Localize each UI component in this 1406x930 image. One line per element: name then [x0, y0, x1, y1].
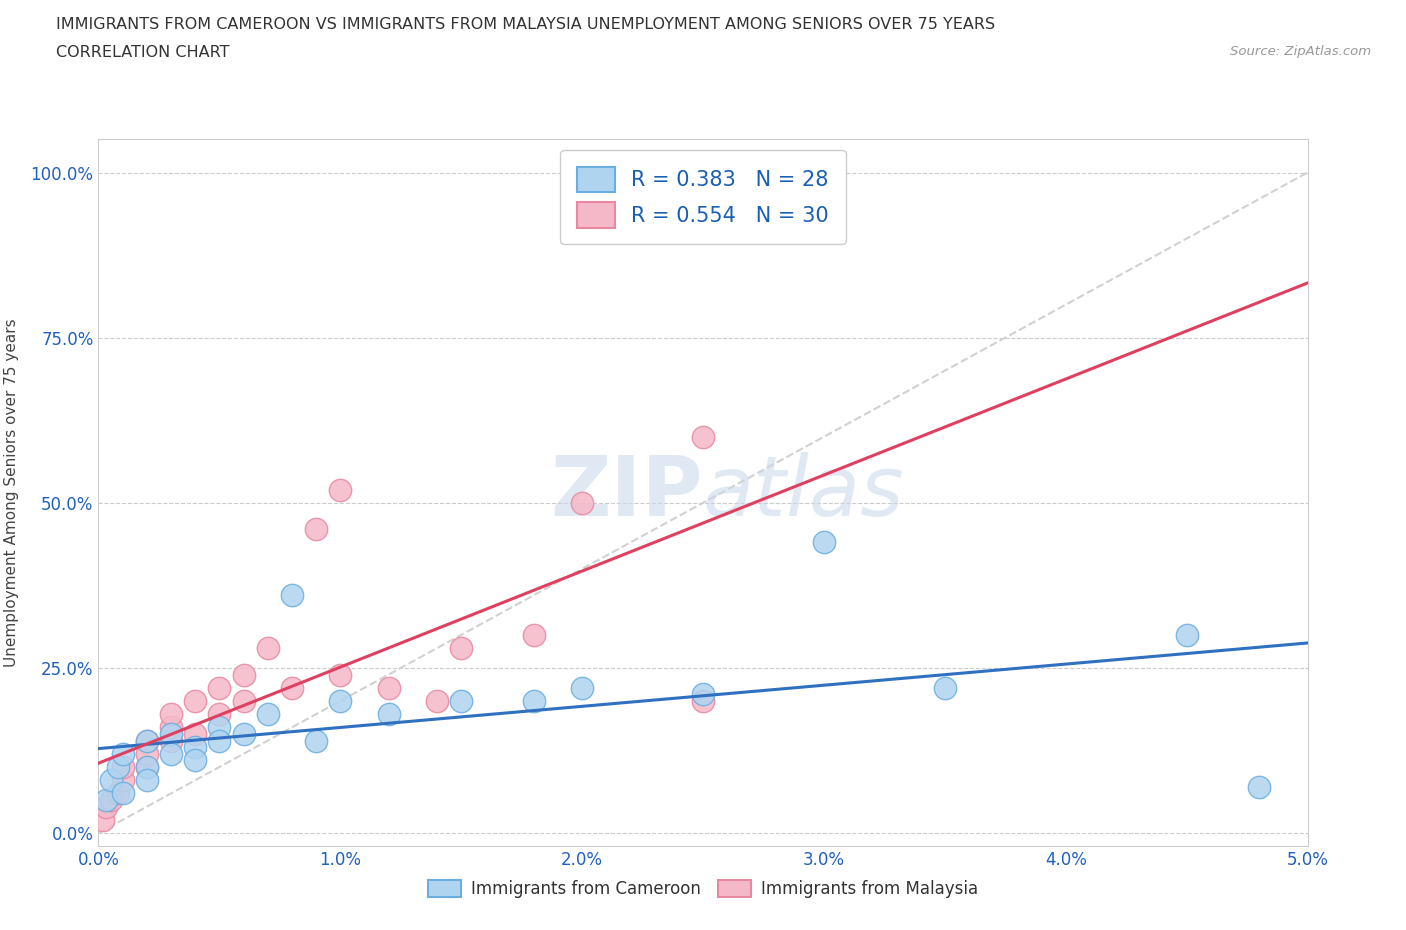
Point: [232, 694, 254, 709]
Point: [523, 694, 546, 709]
Point: [208, 707, 231, 722]
Point: [256, 707, 278, 722]
Point: [208, 733, 231, 748]
Point: [934, 681, 956, 696]
Point: [135, 760, 157, 775]
Point: [281, 588, 304, 603]
Point: [94, 792, 117, 807]
Text: atlas: atlas: [703, 452, 904, 534]
Point: [107, 760, 129, 775]
Point: [135, 733, 157, 748]
Point: [329, 694, 352, 709]
Point: [377, 707, 399, 722]
Text: IMMIGRANTS FROM CAMEROON VS IMMIGRANTS FROM MALAYSIA UNEMPLOYMENT AMONG SENIORS : IMMIGRANTS FROM CAMEROON VS IMMIGRANTS F…: [56, 17, 995, 32]
Point: [208, 681, 231, 696]
Point: [160, 726, 183, 741]
Text: ZIP: ZIP: [551, 452, 703, 534]
Text: Source: ZipAtlas.com: Source: ZipAtlas.com: [1230, 45, 1371, 58]
Point: [1249, 779, 1271, 794]
Point: [111, 760, 134, 775]
Point: [111, 773, 134, 788]
Point: [94, 799, 117, 814]
Point: [107, 786, 129, 801]
Point: [184, 726, 207, 741]
Point: [450, 641, 472, 656]
Point: [160, 707, 183, 722]
Point: [305, 522, 328, 537]
Point: [100, 773, 122, 788]
Point: [426, 694, 449, 709]
Point: [232, 726, 254, 741]
Point: [450, 694, 472, 709]
Point: [692, 687, 714, 702]
Point: [111, 747, 134, 762]
Point: [1175, 628, 1198, 643]
Point: [571, 681, 593, 696]
Point: [160, 747, 183, 762]
Y-axis label: Unemployment Among Seniors over 75 years: Unemployment Among Seniors over 75 years: [4, 319, 20, 667]
Point: [377, 681, 399, 696]
Point: [160, 720, 183, 735]
Point: [184, 753, 207, 768]
Point: [571, 496, 593, 511]
Text: CORRELATION CHART: CORRELATION CHART: [56, 45, 229, 60]
Point: [208, 720, 231, 735]
Point: [184, 694, 207, 709]
Point: [281, 681, 304, 696]
Point: [329, 667, 352, 682]
Point: [692, 430, 714, 445]
Point: [184, 739, 207, 754]
Point: [135, 773, 157, 788]
Point: [100, 792, 122, 807]
Point: [91, 813, 114, 828]
Point: [160, 733, 183, 748]
Legend: Immigrants from Cameroon, Immigrants from Malaysia: Immigrants from Cameroon, Immigrants fro…: [422, 873, 984, 905]
Point: [135, 733, 157, 748]
Point: [692, 694, 714, 709]
Point: [135, 760, 157, 775]
Point: [305, 733, 328, 748]
Point: [111, 786, 134, 801]
Point: [523, 628, 546, 643]
Point: [256, 641, 278, 656]
Point: [813, 535, 835, 550]
Point: [329, 482, 352, 497]
Point: [232, 667, 254, 682]
Point: [135, 747, 157, 762]
